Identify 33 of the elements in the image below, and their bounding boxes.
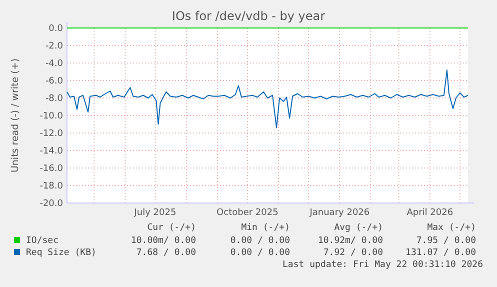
legend-label: IO/sec: [26, 236, 59, 246]
x-tick-label: July 2025: [133, 208, 176, 218]
chart-title: IOs for /dev/vdb - by year: [172, 9, 326, 23]
text: Max (-/+): [427, 223, 476, 233]
y-tick-label: -2.0: [45, 42, 64, 52]
text: Last update: Fri May 22 00:31:10 2026: [282, 260, 483, 270]
y-tick-label: 0.0: [48, 24, 64, 34]
y-tick-label: -10.0: [40, 112, 64, 122]
y-tick-label: -12.0: [40, 129, 64, 139]
text: 0.00 / 0.00: [230, 236, 290, 246]
legend-label: Req Size (KB): [26, 248, 96, 258]
x-tick-label: January 2026: [308, 208, 370, 218]
y-axis-title: Units read (-) / write (+): [10, 58, 21, 173]
text: Avg (-/+): [334, 223, 383, 233]
text: 0.00 / 0.00: [230, 248, 290, 258]
y-tick-label: -14.0: [40, 146, 64, 156]
y-tick-label: -20.0: [40, 199, 64, 209]
text: 10.92m/ 0.00: [318, 236, 383, 246]
y-tick-label: -6.0: [45, 76, 64, 86]
y-tick-label: -4.0: [45, 59, 64, 69]
x-tick-label: April 2026: [406, 208, 454, 218]
text: 7.68 / 0.00: [136, 248, 196, 258]
text: 131.07 / 0.00: [406, 248, 476, 258]
y-tick-label: -16.0: [40, 164, 64, 174]
text: 7.92 / 0.00: [323, 248, 383, 258]
y-tick-label: -18.0: [40, 182, 64, 192]
text: Cur (-/+): [147, 223, 196, 233]
line-series: [66, 70, 468, 128]
y-tick-label: -8.0: [45, 94, 64, 104]
text: 10.00m/ 0.00: [130, 236, 196, 246]
text: 7.95 / 0.00: [416, 236, 476, 246]
text: Min (-/+): [241, 223, 290, 233]
x-tick-label: October 2025: [216, 208, 278, 218]
